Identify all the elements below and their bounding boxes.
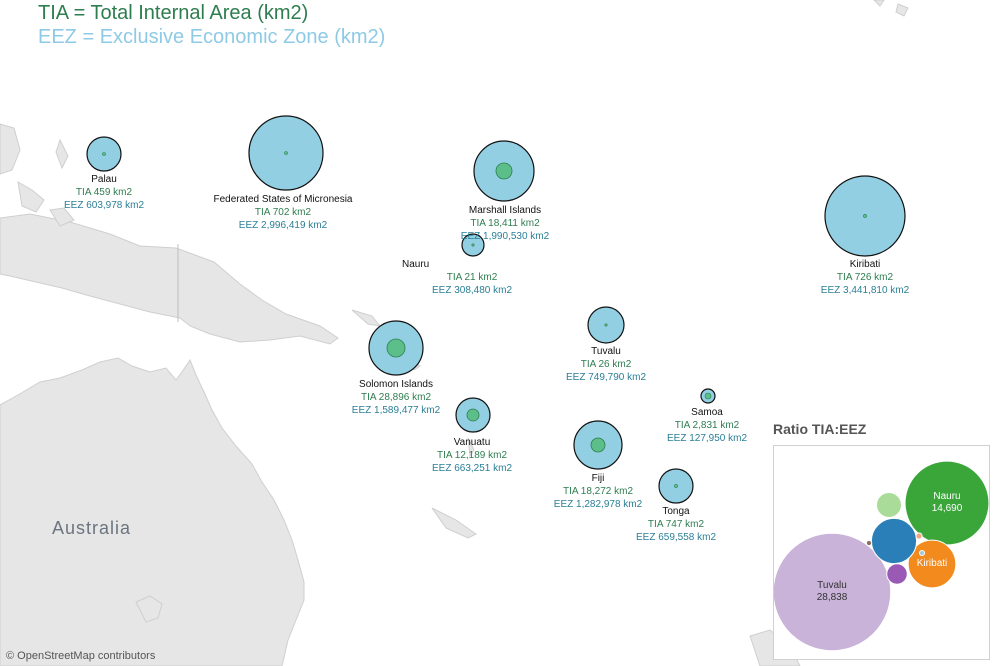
- bubble-vanuatu[interactable]: [455, 397, 491, 433]
- country-name: Marshall Islands: [468, 205, 542, 216]
- country-name: Vanuatu: [453, 437, 491, 448]
- country-tia: TIA 28,896 km2: [360, 392, 432, 403]
- country-eez: EEZ 1,589,477 km2: [351, 405, 441, 416]
- label-samoa: Samoa TIA 2,831 km2 EEZ 127,950 km2: [667, 406, 747, 445]
- bubble-kiribati[interactable]: [824, 175, 906, 257]
- ratio-bubble-label: Tuvalu 28,838: [817, 580, 848, 604]
- country-eez: EEZ 1,282,978 km2: [553, 499, 643, 510]
- country-bubbles: [86, 115, 906, 504]
- country-name: Nauru: [401, 259, 430, 270]
- ratio-bubble-name: Kiribati: [916, 558, 948, 569]
- country-tia: TIA 18,411 km2: [470, 218, 540, 229]
- bubble-samoa[interactable]: [700, 388, 716, 404]
- country-tia: TIA 747 km2: [647, 519, 705, 530]
- country-eez: EEZ 3,441,810 km2: [820, 285, 910, 296]
- ratio-bubble-label: Nauru 14,690: [932, 491, 963, 515]
- ratio-bubble[interactable]: [886, 563, 908, 585]
- australia-landmass: [0, 357, 305, 666]
- bubble-solomon-islands[interactable]: [368, 320, 424, 376]
- bubble-micronesia[interactable]: [248, 115, 324, 191]
- country-name: Federated States of Micronesia: [213, 194, 353, 205]
- bubble-palau[interactable]: [86, 136, 122, 172]
- country-name: Solomon Islands: [359, 379, 433, 390]
- ratio-bubble[interactable]: [870, 517, 918, 565]
- country-tia: TIA 2,831 km2: [674, 420, 740, 431]
- label-tonga: Tonga TIA 747 km2 EEZ 659,558 km2: [636, 505, 716, 544]
- bubble-nauru[interactable]: [461, 233, 485, 257]
- new-guinea-landmass: [0, 213, 339, 345]
- ratio-bubble-name: Nauru: [933, 491, 961, 502]
- ratio-bubbles-svg: [774, 460, 989, 652]
- country-eez: EEZ 1,990,530 km2: [460, 231, 550, 242]
- country-tia: TIA 702 km2: [254, 207, 312, 218]
- ratio-bubble[interactable]: [915, 532, 923, 540]
- bubble-tonga[interactable]: [658, 468, 694, 504]
- country-eez: EEZ 603,978 km2: [63, 200, 145, 211]
- bubble-marshall-islands[interactable]: [473, 140, 535, 202]
- label-vanuatu: Vanuatu TIA 12,189 km2 EEZ 663,251 km2: [432, 436, 512, 475]
- country-name: Palau: [91, 174, 117, 185]
- label-tuvalu: Tuvalu TIA 26 km2 EEZ 749,790 km2: [566, 345, 646, 384]
- country-tia: TIA 726 km2: [836, 272, 894, 283]
- country-name: Tonga: [662, 506, 690, 517]
- country-name: Fiji: [591, 473, 605, 484]
- ratio-bubble-value: 28,838: [816, 592, 848, 603]
- country-name: Samoa: [691, 407, 723, 418]
- label-nauru: Nauru TIA 21 km2 EEZ 308,480 km2: [402, 258, 513, 297]
- country-eez: EEZ 2,996,419 km2: [238, 220, 328, 231]
- ratio-chart-title: Ratio TIA:EEZ: [773, 421, 867, 437]
- label-solomon-islands: Solomon Islands TIA 28,896 km2 EEZ 1,589…: [352, 378, 440, 417]
- country-name: Tuvalu: [591, 346, 621, 357]
- ratio-bubble-name: Tuvalu: [817, 580, 847, 591]
- country-tia: TIA 459 km2: [75, 187, 133, 198]
- ratio-bubble[interactable]: [919, 550, 925, 556]
- country-eez: EEZ 308,480 km2: [431, 285, 513, 296]
- label-micronesia: Federated States of Micronesia TIA 702 k…: [214, 193, 353, 232]
- label-kiribati: Kiribati TIA 726 km2 EEZ 3,441,810 km2: [821, 258, 909, 297]
- country-name: Kiribati: [849, 259, 881, 270]
- bubble-tuvalu[interactable]: [587, 306, 625, 344]
- country-eez: EEZ 749,790 km2: [565, 372, 647, 383]
- label-palau: Palau TIA 459 km2 EEZ 603,978 km2: [64, 173, 144, 212]
- region-label-australia: Australia: [52, 518, 132, 538]
- ratio-bubble-value: 14,690: [931, 503, 963, 514]
- country-tia: TIA 12,189 km2: [436, 450, 508, 461]
- country-eez: EEZ 659,558 km2: [635, 532, 717, 543]
- ratio-bubble-label: Kiribati: [917, 558, 948, 570]
- label-fiji: Fiji TIA 18,272 km2 EEZ 1,282,978 km2: [554, 472, 642, 511]
- ratio-bubble[interactable]: [876, 492, 902, 518]
- map-attribution[interactable]: © OpenStreetMap contributors: [6, 650, 156, 662]
- ratio-bubble[interactable]: [774, 532, 892, 652]
- country-eez: EEZ 663,251 km2: [431, 463, 513, 474]
- bubble-fiji[interactable]: [573, 420, 623, 470]
- legend-eez: EEZ = Exclusive Economic Zone (km2): [38, 26, 386, 48]
- ratio-bubble[interactable]: [865, 539, 873, 547]
- country-eez: EEZ 127,950 km2: [666, 433, 748, 444]
- country-tia: TIA 26 km2: [580, 359, 632, 370]
- label-marshall-islands: Marshall Islands TIA 18,411 km2 EEZ 1,99…: [461, 204, 549, 243]
- legend-tia: TIA = Total Internal Area (km2): [38, 2, 309, 24]
- country-tia: TIA 21 km2: [446, 272, 498, 283]
- country-tia: TIA 18,272 km2: [562, 486, 634, 497]
- land: [0, 0, 909, 666]
- ratio-chart[interactable]: Tuvalu 28,838 Nauru 14,690 Kiribati: [773, 445, 990, 660]
